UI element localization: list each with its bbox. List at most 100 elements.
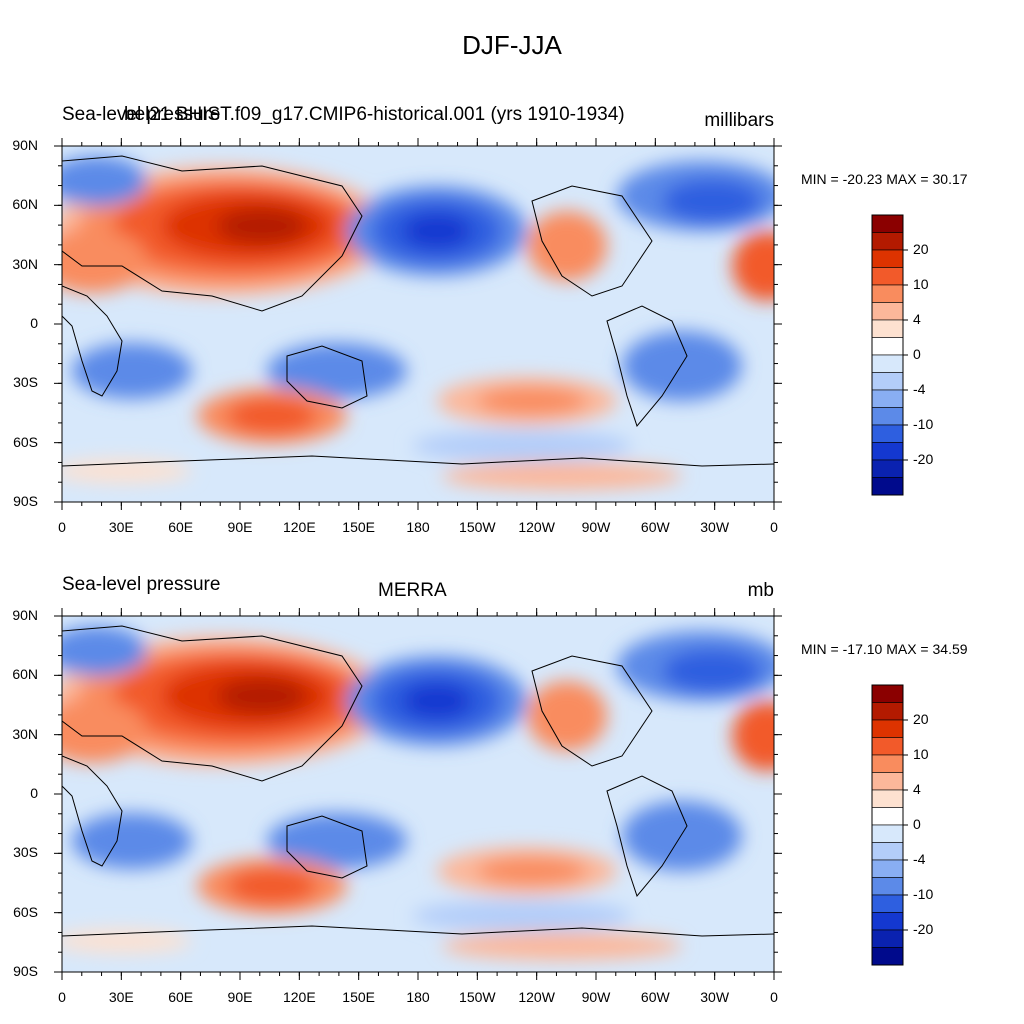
colorbar-swatch: [871, 702, 904, 721]
panel1-min-max: MIN = -20.23 MAX = 30.17: [801, 171, 968, 187]
colorbar-swatch: [871, 912, 904, 931]
panel1-lon-tick-label: 120W: [518, 519, 555, 535]
panel1-colorbar: [871, 214, 908, 496]
panel1-lon-tick-label: 0: [58, 519, 66, 535]
colorbar-swatch: [871, 842, 904, 861]
panel2-lon-tick-label: 0: [58, 989, 66, 1005]
colorbar-swatch: [871, 249, 904, 268]
panel2-units: mb: [747, 580, 774, 601]
panel2-lat-tick-label: 90S: [13, 963, 38, 979]
panel2-min-max: MIN = -17.10 MAX = 34.59: [801, 641, 968, 657]
panel2-left-title: Sea-level pressure: [62, 574, 221, 595]
panel2-lat-tick-label: 60N: [12, 666, 38, 683]
panel2-lon-tick-label: 30E: [108, 989, 134, 1005]
panel1-colorbar-label: -4: [913, 381, 926, 397]
panel2-colorbar-label: 10: [913, 746, 929, 762]
panel1-lat-tick-label: 30N: [12, 255, 38, 272]
panel2-map: [37, 616, 802, 972]
panel1-lon-tick-label: 60W: [640, 519, 670, 535]
panel1-lon-tick-label: 120E: [282, 519, 316, 535]
panel1-lat-tick-label: 90N: [12, 137, 38, 153]
panel2-lon-tick-label: 0: [770, 989, 778, 1005]
panel1-left-title: Sea-level pressure: [62, 104, 221, 125]
panel1-lon-tick-label: 90W: [581, 519, 611, 535]
colorbar-swatch: [871, 789, 904, 808]
panel1-lat-tick-label: 60N: [12, 196, 38, 213]
colorbar-swatch: [871, 719, 904, 738]
panel2-lon-tick-label: 150W: [459, 989, 496, 1005]
colorbar-swatch: [871, 754, 904, 773]
panel2-lat-tick-label: 0: [30, 785, 38, 801]
colorbar-swatch: [871, 442, 904, 461]
colorbar-swatch: [871, 684, 904, 703]
colorbar-swatch: [871, 807, 904, 826]
panel2-colorbar-label: 4: [913, 781, 921, 797]
panel1-lon-tick-label: 150E: [342, 519, 375, 535]
panel1-lon-tick-label: 30W: [700, 519, 730, 535]
colorbar-swatch: [871, 947, 904, 966]
colorbar-swatch: [871, 214, 904, 233]
panel1-lat-tick-label: 60S: [13, 433, 38, 450]
panel1-lon-tick-label: 150W: [459, 519, 496, 535]
panel1-lat-tick-label: 90S: [13, 493, 38, 509]
panel2-lon-tick-label: 90W: [581, 989, 611, 1005]
panel1-lon-tick-label: 90E: [227, 519, 253, 535]
panel2-lat-tick-label: 90N: [12, 607, 38, 623]
panel1-colorbar-label: 4: [913, 311, 921, 327]
panel1-colorbar-label: 0: [913, 346, 921, 362]
figure-title: DJF-JJA: [462, 30, 562, 60]
colorbar-swatch: [871, 319, 904, 338]
panel2-colorbar: [871, 684, 908, 966]
colorbar-swatch: [871, 354, 904, 373]
colorbar-swatch: [871, 737, 904, 756]
panel1-units: millibars: [704, 110, 774, 131]
colorbar-swatch: [871, 302, 904, 321]
panel1-colorbar-label: -20: [913, 451, 934, 467]
panel2-lon-tick-label: 30W: [700, 989, 730, 1005]
panel1-map: [37, 146, 802, 502]
colorbar-swatch: [871, 929, 904, 948]
colorbar-swatch: [871, 859, 904, 878]
colorbar-swatch: [871, 824, 904, 843]
colorbar-swatch: [871, 389, 904, 408]
panel1-lon-tick-label: 30E: [108, 519, 134, 535]
panel1-colorbar-label: -10: [913, 416, 934, 432]
colorbar-swatch: [871, 477, 904, 496]
panel2-colorbar-label: -10: [913, 886, 934, 902]
panel2-lat-tick-label: 30S: [13, 844, 38, 861]
panel1-lon-tick-label: 0: [770, 519, 778, 535]
panel1-lat-tick-label: 0: [30, 315, 38, 331]
colorbar-swatch: [871, 284, 904, 303]
colorbar-swatch: [871, 407, 904, 426]
colorbar-swatch: [871, 772, 904, 791]
panel2-center-title: MERRA: [378, 580, 447, 601]
panel2-colorbar-label: 0: [913, 816, 921, 832]
panel2-lat-tick-label: 60S: [13, 903, 38, 920]
colorbar-swatch: [871, 894, 904, 913]
colorbar-swatch: [871, 337, 904, 356]
panel1-lon-tick-label: 60E: [168, 519, 194, 535]
panel2-colorbar-label: -4: [913, 851, 926, 867]
panel1-lat-tick-label: 30S: [13, 374, 38, 391]
panel1-lon-tick-label: 180: [406, 519, 430, 535]
colorbar-swatch: [871, 459, 904, 478]
colorbar-swatch: [871, 877, 904, 896]
colorbar-swatch: [871, 267, 904, 286]
panel1-center-title: bel21 BHIST.f09_g17.CMIP6-historical.001…: [124, 104, 625, 125]
panel2-lon-tick-label: 120W: [518, 989, 555, 1005]
panel2-lon-tick-label: 60W: [640, 989, 670, 1005]
panel2-colorbar-label: 20: [913, 711, 929, 727]
panel2-lon-tick-label: 180: [406, 989, 430, 1005]
panel1-colorbar-label: 10: [913, 276, 929, 292]
panel1-colorbar-label: 20: [913, 241, 929, 257]
panel2-lon-tick-label: 90E: [227, 989, 253, 1005]
colorbar-swatch: [871, 424, 904, 443]
panel2-colorbar-label: -20: [913, 921, 934, 937]
colorbar-swatch: [871, 372, 904, 391]
panel2-lon-tick-label: 150E: [342, 989, 375, 1005]
colorbar-swatch: [871, 232, 904, 251]
panel2-lon-tick-label: 60E: [168, 989, 194, 1005]
panel2-lat-tick-label: 30N: [12, 725, 38, 742]
panel2-lon-tick-label: 120E: [282, 989, 316, 1005]
